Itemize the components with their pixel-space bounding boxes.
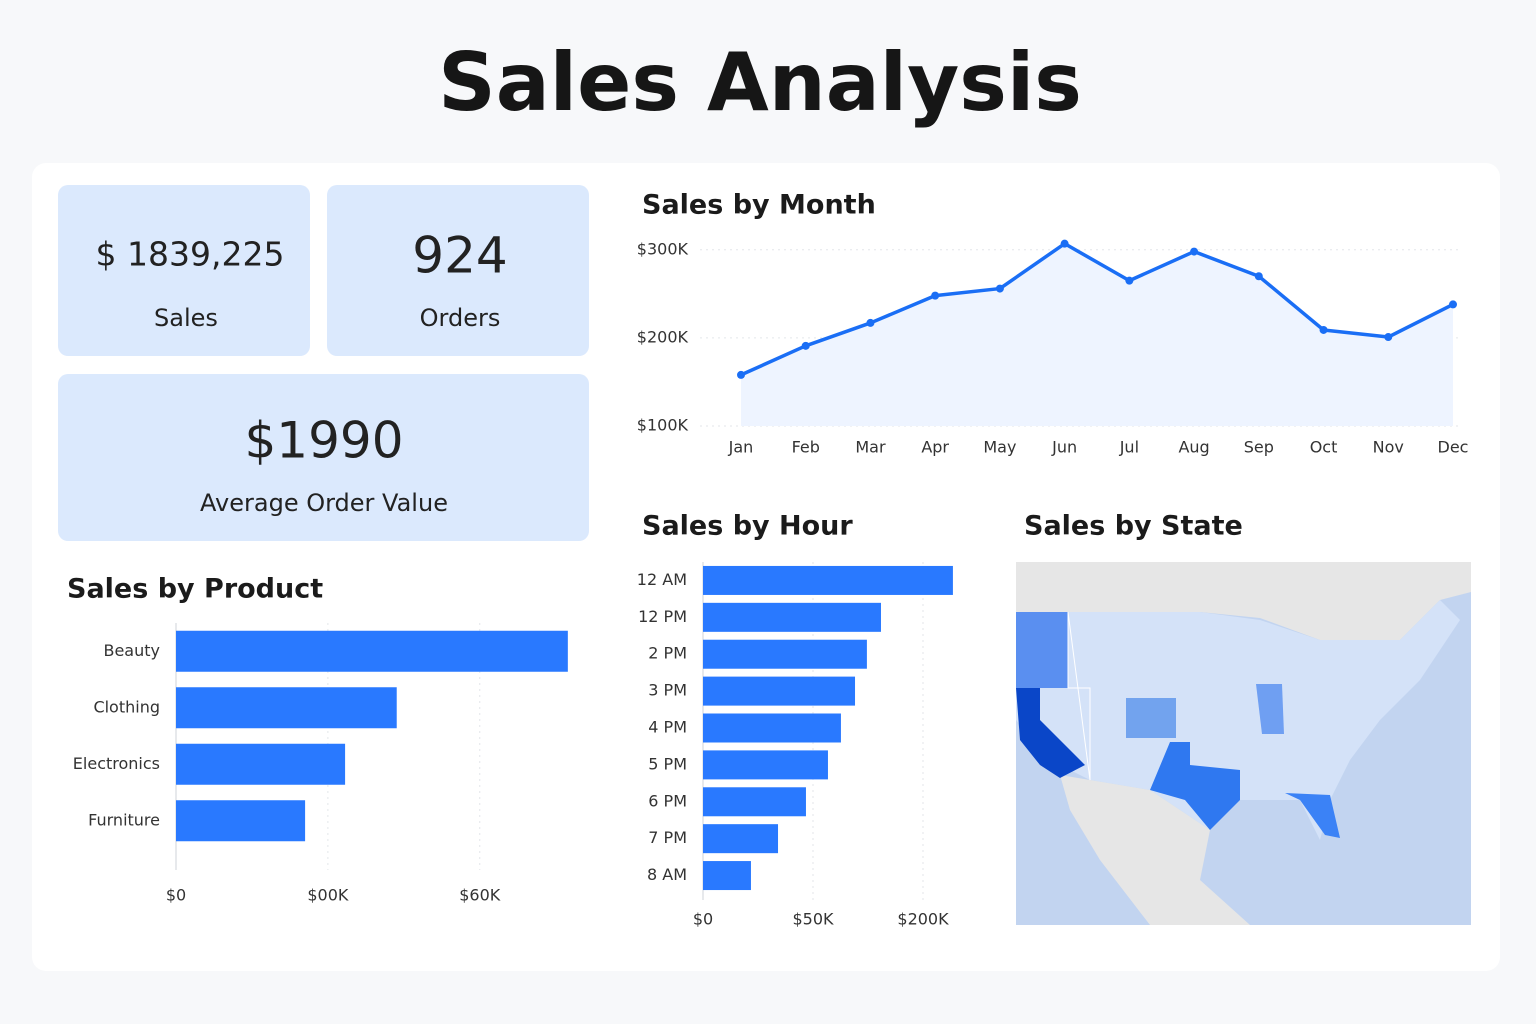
map-border — [1067, 611, 1091, 781]
y-tick-label: 12 PM — [638, 607, 687, 626]
x-tick-label: Nov — [1373, 438, 1404, 457]
kpi-value: $ 1839,225 — [96, 235, 285, 274]
point — [1254, 272, 1263, 281]
x-tick-label: Dec — [1438, 438, 1469, 457]
y-tick-label: Electronics — [73, 754, 160, 773]
chart-title: Sales by Month — [642, 190, 876, 221]
kpi-label: Orders — [420, 304, 501, 332]
bar — [703, 565, 953, 595]
x-tick-label: Feb — [792, 438, 820, 457]
x-tick-label: Jun — [1051, 438, 1077, 457]
chart-title: Sales by Product — [67, 574, 323, 605]
map-states — [1016, 600, 1460, 840]
y-tick-label: Clothing — [93, 697, 160, 716]
x-tick-label: $60K — [459, 886, 501, 905]
bar — [176, 800, 306, 842]
point — [1125, 276, 1134, 285]
kpi-card — [327, 185, 589, 356]
y-tick-label: $100K — [637, 416, 689, 435]
chart-title: Sales by State — [1024, 511, 1243, 542]
y-tick-label: Beauty — [103, 641, 160, 660]
map-state — [1256, 684, 1284, 734]
y-tick-label: 12 AM — [637, 570, 687, 589]
page-title: Sales Analysis — [438, 36, 1082, 129]
map-state — [1016, 612, 1068, 688]
y-tick-label: Furniture — [88, 810, 160, 829]
y-tick-label: 3 PM — [648, 681, 687, 700]
bar — [703, 676, 856, 706]
bar — [176, 630, 568, 672]
point — [1319, 325, 1328, 334]
x-tick-label: Jan — [728, 438, 754, 457]
x-tick-label: Aug — [1178, 438, 1209, 457]
x-tick-label: Jul — [1119, 438, 1139, 457]
y-tick-label: 4 PM — [648, 718, 687, 737]
point — [1060, 239, 1069, 248]
point — [1384, 333, 1393, 342]
line — [740, 241, 1454, 377]
x-tick-label: $00K — [307, 886, 349, 905]
x-tick-label: Sep — [1244, 438, 1274, 457]
point — [1449, 300, 1457, 309]
bar — [703, 787, 806, 817]
x-tick-label: Apr — [921, 438, 949, 457]
map — [1016, 562, 1471, 925]
x-tick-label: $0 — [693, 910, 713, 929]
map-state — [1016, 688, 1085, 778]
kpi-label: Average Order Value — [200, 489, 448, 517]
bar — [176, 743, 346, 785]
y-tick-label: 2 PM — [648, 644, 687, 663]
y-tick-label: 6 PM — [648, 791, 687, 810]
area — [741, 243, 1453, 426]
point — [737, 370, 745, 379]
point — [931, 291, 940, 300]
point — [801, 341, 810, 350]
point — [1190, 247, 1199, 256]
kpi-value: 924 — [412, 227, 507, 285]
bar — [703, 861, 751, 891]
y-tick-label: 5 PM — [648, 754, 687, 773]
chart-title: Sales by Hour — [642, 511, 853, 542]
bar — [703, 602, 881, 632]
x-tick-label: May — [983, 438, 1016, 457]
x-tick-label: Mar — [855, 438, 886, 457]
y-tick-label: $200K — [637, 327, 689, 346]
x-tick-label: $0 — [166, 886, 186, 905]
map-land — [1016, 562, 1471, 640]
kpi-card — [58, 185, 310, 356]
kpi-value: $1990 — [244, 412, 403, 470]
point — [995, 284, 1004, 293]
y-tick-label: $300K — [637, 239, 689, 258]
x-tick-label: Oct — [1310, 438, 1338, 457]
point — [866, 318, 875, 327]
y-tick-label: 8 AM — [647, 865, 687, 884]
map-state — [1285, 793, 1340, 838]
bar — [703, 824, 779, 854]
bar — [703, 750, 828, 780]
x-tick-label: $200K — [897, 910, 949, 929]
map-land — [1060, 775, 1250, 925]
x-tick-label: $50K — [792, 910, 834, 929]
bar — [703, 639, 867, 669]
bar — [176, 687, 397, 729]
map-state — [1150, 742, 1240, 830]
kpi-card — [58, 374, 589, 541]
y-tick-label: 7 PM — [648, 828, 687, 847]
kpi-label: Sales — [154, 304, 218, 332]
map-state — [1126, 698, 1176, 738]
bar — [703, 713, 841, 743]
